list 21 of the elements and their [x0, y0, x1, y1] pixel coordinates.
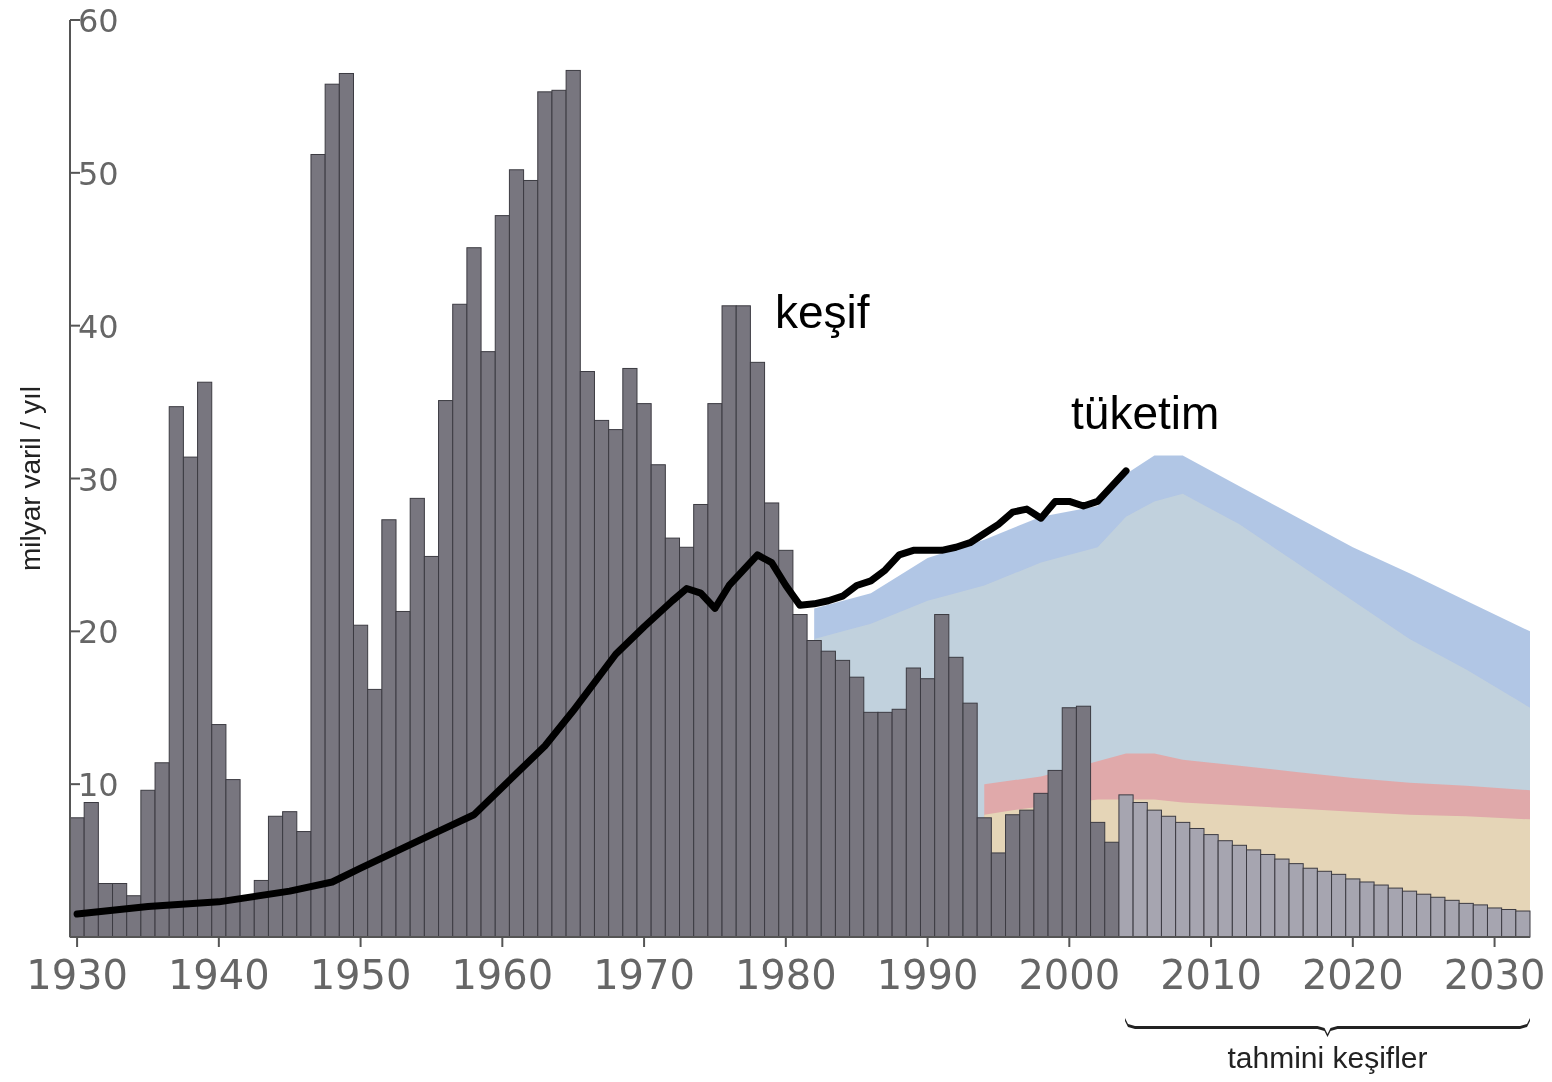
x-tick-label: 1980 [734, 952, 837, 998]
x-tick-label: 1970 [593, 952, 695, 998]
x-tick-label: 2030 [1443, 952, 1546, 998]
x-tick-label: 2020 [1301, 952, 1404, 998]
y-tick-label: 30 [78, 460, 119, 499]
x-tick-label: 1990 [876, 952, 979, 998]
y-axis-title: milyar varil / yıl [15, 385, 46, 572]
y-tick-label: 10 [78, 766, 119, 805]
y-tick-label: 40 [78, 307, 119, 346]
series-label: tüketim [1071, 386, 1220, 439]
y-tick-label: 50 [78, 154, 119, 193]
x-tick-label: 1940 [167, 952, 270, 998]
x-tick-label: 2000 [1018, 952, 1121, 998]
series-label: keşif [775, 286, 870, 338]
x-tick-label: 2010 [1160, 952, 1262, 998]
x-tick-label: 1960 [451, 952, 554, 998]
text: tahmini keşifler [1227, 1041, 1428, 1074]
y-tick-label: 60 [78, 2, 119, 40]
x-tick-label: 1930 [26, 952, 128, 998]
x-tick-label: 1950 [309, 952, 412, 998]
y-tick-label: 20 [78, 613, 119, 652]
